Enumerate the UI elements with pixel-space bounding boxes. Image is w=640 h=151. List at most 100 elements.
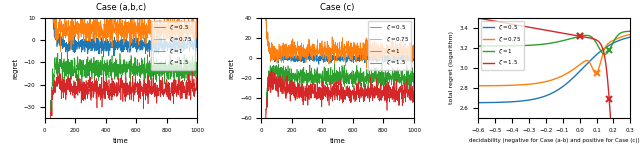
Line: $\zeta = 1.5$: $\zeta = 1.5$ bbox=[45, 69, 197, 151]
$\zeta = 0.75$ bbox=[324, 53, 332, 55]
$\zeta = 1.5$ bbox=[188, 68, 196, 70]
Line: $\zeta = 0.5$: $\zeta = 0.5$ bbox=[262, 0, 414, 64]
$\zeta = 0.75$ bbox=[410, 55, 418, 56]
$\zeta = 0.5$ bbox=[380, 58, 387, 59]
$\zeta = 1$ bbox=[273, 72, 281, 74]
$\zeta = 0.5$ bbox=[108, 41, 116, 42]
$\zeta = 1$ bbox=[410, 82, 418, 84]
Line: $\zeta = 0.75$: $\zeta = 0.75$ bbox=[262, 0, 414, 68]
$\zeta = 1$ bbox=[605, 49, 613, 51]
Line: $\zeta = 0.5$: $\zeta = 0.5$ bbox=[45, 0, 197, 57]
$\zeta = 0.5$ bbox=[163, 45, 170, 47]
Legend: $\zeta = 0.5$, $\zeta = 0.75$, $\zeta = 1$, $\zeta = 1.5$: $\zeta = 0.5$, $\zeta = 0.75$, $\zeta = … bbox=[368, 21, 411, 70]
$\zeta = 0.75$ bbox=[572, 67, 579, 69]
$\zeta = 1.5$ bbox=[380, 91, 387, 93]
$\zeta = 1$ bbox=[566, 38, 574, 40]
$\zeta = 1.5$ bbox=[572, 34, 579, 36]
$\zeta = 0.75$ bbox=[108, 39, 116, 40]
$\zeta = 0.5$ bbox=[100, 56, 108, 58]
$\zeta = 1$ bbox=[483, 45, 491, 47]
$\zeta = 0.75$ bbox=[163, 34, 170, 36]
$\zeta = 1.5$ bbox=[273, 81, 281, 83]
$\zeta = 0.5$ bbox=[57, 41, 65, 43]
$\zeta = 1$ bbox=[160, 67, 168, 69]
Y-axis label: regret: regret bbox=[228, 57, 234, 79]
$\zeta = 1.5$ bbox=[483, 19, 491, 21]
$\zeta = 1.5$ bbox=[103, 79, 111, 81]
$\zeta = 1.5$ bbox=[410, 81, 418, 83]
$\zeta = 0.5$ bbox=[193, 47, 201, 48]
$\zeta = 1$ bbox=[146, 71, 154, 73]
$\zeta = 1.5$ bbox=[605, 99, 613, 100]
$\zeta = 1$ bbox=[103, 67, 111, 69]
$\zeta = 0.75$ bbox=[57, 50, 65, 52]
$\zeta = 0.5$ bbox=[315, 63, 323, 65]
$\zeta = 1.5$ bbox=[566, 34, 574, 35]
$\zeta = 0.5$ bbox=[273, 59, 281, 60]
$\zeta = 0.5$ bbox=[627, 36, 634, 38]
X-axis label: decidability (negative for Case (a-b) and positive for Case (c)): decidability (negative for Case (a-b) an… bbox=[469, 138, 639, 143]
Line: $\zeta = 0.75$: $\zeta = 0.75$ bbox=[478, 34, 630, 86]
Line: $\zeta = 1.5$: $\zeta = 1.5$ bbox=[262, 69, 414, 151]
$\zeta = 1$ bbox=[163, 72, 170, 74]
Line: $\zeta = 1$: $\zeta = 1$ bbox=[478, 31, 630, 54]
$\zeta = 0.5$ bbox=[566, 79, 574, 81]
$\zeta = 1.5$ bbox=[362, 92, 370, 93]
Legend: $\zeta = 0.5$, $\zeta = 0.75$, $\zeta = 1$, $\zeta = 1.5$: $\zeta = 0.5$, $\zeta = 0.75$, $\zeta = … bbox=[152, 21, 195, 70]
$\zeta = 0.5$ bbox=[605, 44, 613, 46]
Line: $\zeta = 1$: $\zeta = 1$ bbox=[262, 62, 414, 151]
$\zeta = 1.5$ bbox=[563, 33, 570, 35]
$\zeta = 0.5$ bbox=[376, 58, 384, 60]
$\zeta = 0.75$ bbox=[103, 18, 111, 19]
$\zeta = 1$ bbox=[380, 84, 387, 86]
Legend: $\zeta = 0.5$, $\zeta = 0.75$, $\zeta = 1$, $\zeta = 1.5$: $\zeta = 0.5$, $\zeta = 0.75$, $\zeta = … bbox=[481, 21, 524, 70]
$\zeta = 1$ bbox=[150, 49, 157, 51]
Line: $\zeta = 1.5$: $\zeta = 1.5$ bbox=[478, 18, 630, 151]
$\zeta = 0.75$ bbox=[376, 45, 384, 47]
$\zeta = 1.5$ bbox=[376, 95, 384, 96]
$\zeta = 1.5$ bbox=[146, 85, 154, 87]
$\zeta = 0.75$ bbox=[627, 33, 634, 35]
$\zeta = 0.5$ bbox=[319, 55, 327, 57]
Line: $\zeta = 0.5$: $\zeta = 0.5$ bbox=[478, 37, 630, 103]
Title: Case (c): Case (c) bbox=[321, 3, 355, 12]
$\zeta = 0.5$ bbox=[572, 75, 579, 77]
$\zeta = 1.5$ bbox=[319, 98, 327, 100]
$\zeta = 0.5$ bbox=[474, 102, 482, 104]
Y-axis label: total regret (logarithm): total regret (logarithm) bbox=[449, 31, 454, 104]
$\zeta = 0.75$ bbox=[146, 33, 154, 35]
$\zeta = 0.5$ bbox=[325, 56, 333, 58]
$\zeta = 1.5$ bbox=[474, 17, 482, 19]
$\zeta = 1.5$ bbox=[193, 81, 201, 83]
Line: $\zeta = 0.75$: $\zeta = 0.75$ bbox=[45, 0, 197, 51]
$\zeta = 0.5$ bbox=[362, 52, 370, 54]
Title: Case (a,b,c): Case (a,b,c) bbox=[96, 3, 146, 12]
$\zeta = 1$ bbox=[627, 30, 634, 32]
X-axis label: time: time bbox=[330, 138, 346, 144]
Line: $\zeta = 1$: $\zeta = 1$ bbox=[45, 50, 197, 151]
X-axis label: time: time bbox=[113, 138, 129, 144]
$\zeta = 1.5$ bbox=[57, 87, 65, 89]
$\zeta = 1.5$ bbox=[268, 68, 275, 70]
$\zeta = 1.5$ bbox=[160, 90, 168, 91]
$\zeta = 1$ bbox=[193, 67, 201, 69]
$\zeta = 0.5$ bbox=[146, 41, 154, 43]
Y-axis label: regret: regret bbox=[12, 57, 18, 79]
$\zeta = 0.5$ bbox=[483, 102, 491, 103]
$\zeta = 0.75$ bbox=[193, 30, 201, 32]
$\zeta = 0.75$ bbox=[380, 52, 387, 54]
$\zeta = 1$ bbox=[601, 53, 609, 55]
$\zeta = 1$ bbox=[572, 37, 579, 38]
$\zeta = 0.75$ bbox=[362, 50, 370, 52]
$\zeta = 0.5$ bbox=[563, 83, 570, 85]
$\zeta = 1.5$ bbox=[325, 86, 333, 88]
$\zeta = 0.75$ bbox=[319, 56, 327, 58]
$\zeta = 1$ bbox=[563, 39, 570, 41]
$\zeta = 0.5$ bbox=[410, 58, 418, 60]
$\zeta = 0.75$ bbox=[273, 63, 281, 64]
$\zeta = 1$ bbox=[57, 64, 65, 66]
$\zeta = 1$ bbox=[376, 80, 384, 81]
$\zeta = 0.5$ bbox=[160, 44, 168, 45]
$\zeta = 0.75$ bbox=[589, 70, 597, 72]
$\zeta = 0.75$ bbox=[57, 30, 65, 32]
